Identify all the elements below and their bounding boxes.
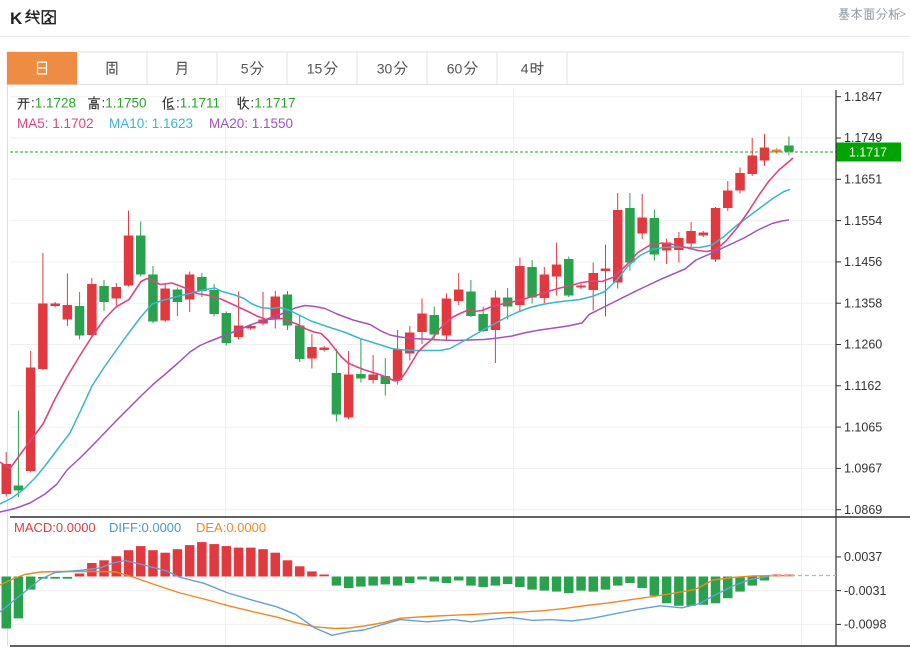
svg-text::1.1711: :1.1711 xyxy=(176,96,220,111)
svg-text:MA20: 1.1550: MA20: 1.1550 xyxy=(209,116,293,131)
svg-text:DIFF:0.0000: DIFF:0.0000 xyxy=(109,520,181,535)
svg-text:1.1651: 1.1651 xyxy=(844,173,882,187)
svg-text:30: 30 xyxy=(377,60,393,76)
svg-text::1.1717: :1.1717 xyxy=(251,96,296,111)
svg-text:MACD:0.0000: MACD:0.0000 xyxy=(14,520,96,535)
svg-text:1.1749: 1.1749 xyxy=(844,131,882,145)
svg-text:1.0869: 1.0869 xyxy=(844,503,882,517)
svg-text:DEA:0.0000: DEA:0.0000 xyxy=(196,520,266,535)
svg-text:K: K xyxy=(10,9,23,28)
svg-text:MA10: 1.1623: MA10: 1.1623 xyxy=(109,116,193,131)
svg-text:4: 4 xyxy=(521,60,529,76)
svg-text:1.1358: 1.1358 xyxy=(844,296,882,310)
svg-text:>: > xyxy=(899,7,906,21)
svg-text:MA5: 1.1702: MA5: 1.1702 xyxy=(17,116,94,131)
svg-text:1.1456: 1.1456 xyxy=(844,255,882,269)
svg-text:0.0037: 0.0037 xyxy=(844,550,882,564)
svg-text:1.1162: 1.1162 xyxy=(844,379,881,393)
svg-text:1.0967: 1.0967 xyxy=(844,462,882,476)
svg-text:1.1717: 1.1717 xyxy=(849,146,887,160)
svg-text:-0.0031: -0.0031 xyxy=(844,584,886,598)
svg-text:5: 5 xyxy=(241,60,249,76)
svg-text:-0.0098: -0.0098 xyxy=(844,618,886,632)
svg-text:1.1260: 1.1260 xyxy=(844,338,882,352)
svg-text:1.1554: 1.1554 xyxy=(844,214,882,228)
svg-text:15: 15 xyxy=(307,60,323,76)
svg-text:1.1847: 1.1847 xyxy=(844,90,882,104)
svg-text:1.1065: 1.1065 xyxy=(844,420,882,434)
svg-text:60: 60 xyxy=(447,60,463,76)
svg-text::1.1728: :1.1728 xyxy=(31,96,76,111)
svg-text::1.1750: :1.1750 xyxy=(102,96,147,111)
